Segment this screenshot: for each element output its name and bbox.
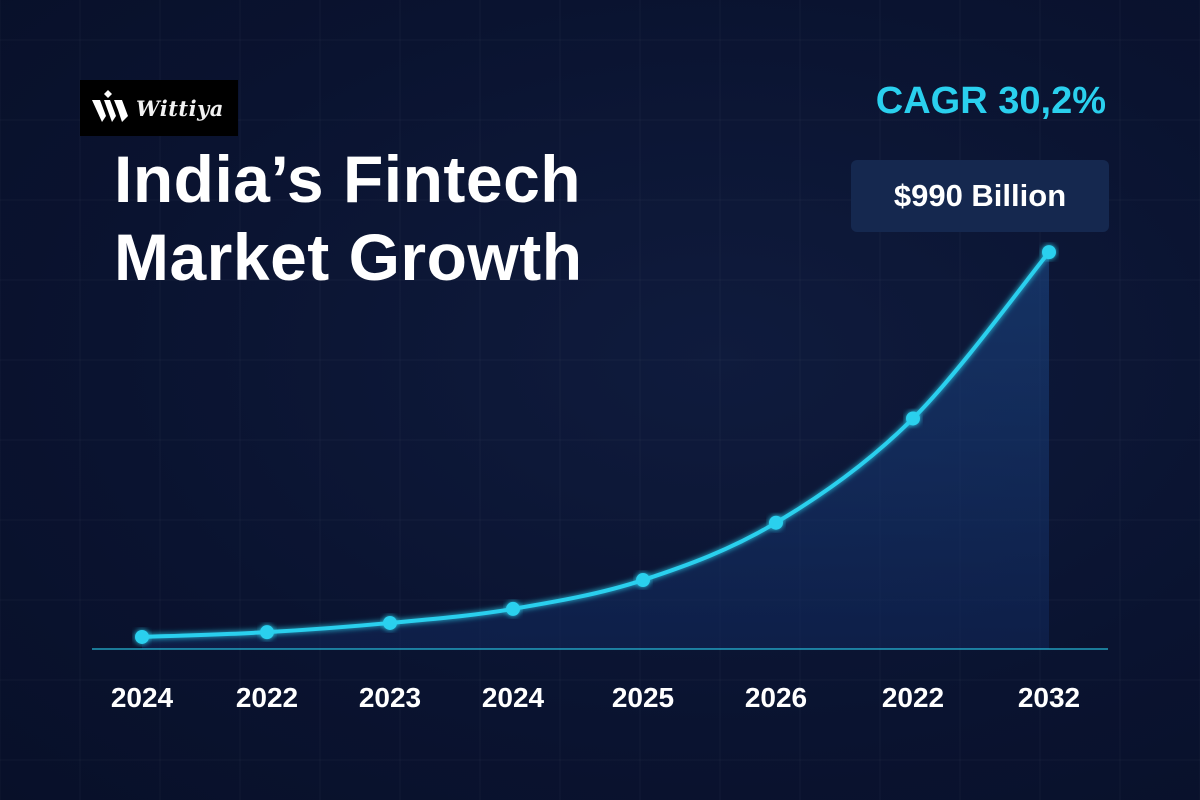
x-axis-ticks: 2024 2022 2023 2024 2025 2026 2022 2032: [111, 682, 1080, 713]
wittiya-logo-icon: [92, 90, 128, 122]
data-point: [383, 615, 397, 630]
x-tick-label: 2024: [482, 682, 545, 713]
chart-title-line-1: India’s Fintech: [114, 142, 582, 216]
x-tick-label: 2024: [111, 682, 174, 713]
data-point: [260, 625, 274, 640]
x-tick-label: 2025: [612, 682, 674, 713]
logo-text: Wittiya: [136, 95, 224, 121]
brand-logo: Wittiya: [80, 80, 238, 136]
data-point: [906, 411, 920, 426]
x-tick-label: 2022: [236, 682, 298, 713]
data-point: [1042, 245, 1056, 260]
chart-title-line-2: Market Growth: [114, 220, 583, 294]
data-point: [506, 601, 520, 616]
x-tick-label: 2023: [359, 682, 421, 713]
series-area: [142, 252, 1049, 649]
data-point: [769, 515, 783, 530]
x-tick-label: 2026: [745, 682, 807, 713]
x-tick-label: 2022: [882, 682, 944, 713]
chart-title: India’s Fintech Market Growth: [114, 140, 583, 296]
data-point: [636, 573, 650, 588]
data-point: [135, 629, 149, 644]
value-badge: $990 Billion: [851, 160, 1109, 232]
data-points: [135, 245, 1056, 644]
cagr-label: CAGR 30,2%: [875, 80, 1106, 122]
x-tick-label: 2032: [1018, 682, 1080, 713]
